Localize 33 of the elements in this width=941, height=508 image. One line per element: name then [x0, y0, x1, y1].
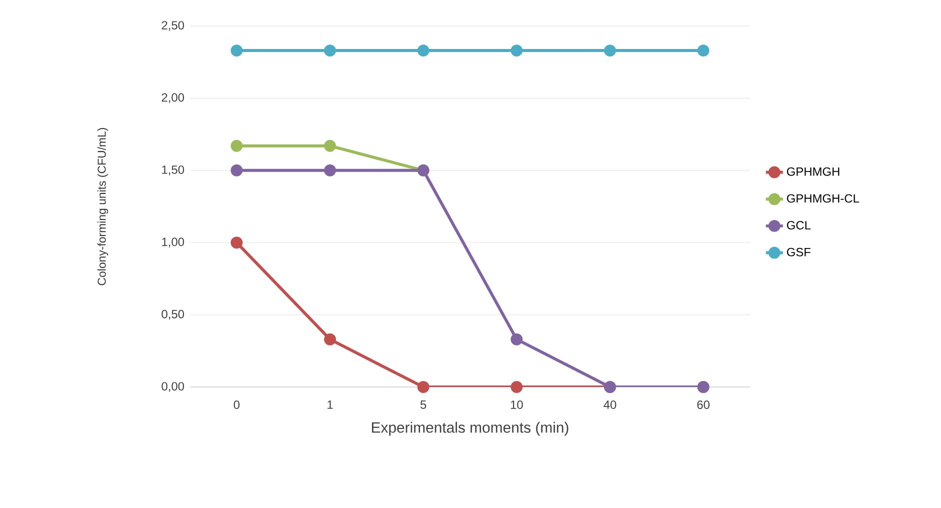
y-tick-label: 0,00 [162, 382, 184, 392]
point [324, 333, 336, 346]
point [697, 44, 710, 57]
legend-label: GPHMGH [786, 167, 840, 176]
x-tick-label: 60 [697, 400, 710, 409]
x-tick-label: 10 [510, 400, 523, 409]
point [230, 236, 243, 249]
y-tick-label: 1,50 [162, 165, 184, 176]
point [510, 44, 523, 57]
point [510, 381, 523, 393]
y-axis-title: Colony-forming units (CFU/mL) [97, 128, 108, 286]
x-tick-label: 0 [234, 400, 240, 409]
y-tick-label: 1,00 [162, 238, 184, 248]
legend-label: GSF [786, 248, 810, 256]
point [230, 44, 243, 57]
point [324, 44, 336, 57]
point [417, 44, 430, 57]
point [230, 164, 243, 176]
x-tick-label: 5 [420, 400, 426, 409]
point [324, 140, 336, 152]
x-tick-label: 40 [604, 400, 616, 409]
x-tick-label: 1 [328, 400, 333, 409]
y-tick-label: 2,00 [162, 93, 184, 104]
point [324, 164, 336, 176]
point [510, 333, 523, 346]
legend-label: GPHMGH-CL [786, 194, 860, 203]
y-tick-label: 0,50 [162, 310, 184, 320]
point [230, 140, 243, 152]
point [417, 381, 430, 393]
y-tick-label: 2,50 [162, 21, 184, 31]
x-axis-title: Experimentals moments (min) [372, 422, 568, 436]
legend-label: GCL [786, 221, 811, 230]
point [604, 44, 616, 57]
